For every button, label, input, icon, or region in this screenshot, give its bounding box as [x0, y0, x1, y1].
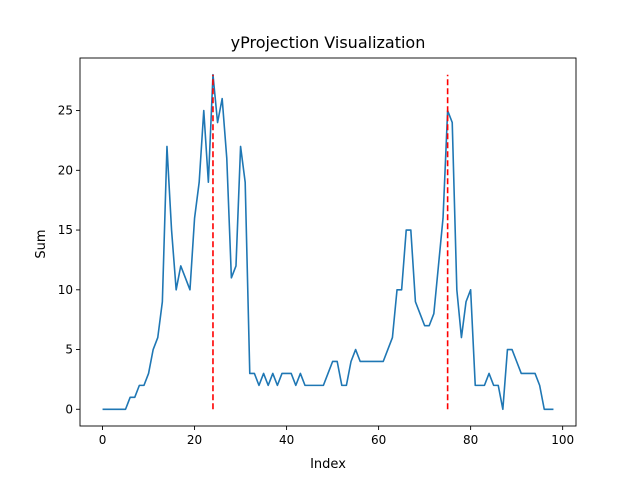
x-tick-label-1: 20 — [187, 433, 202, 447]
x-axis-label: Index — [310, 457, 346, 472]
plot-layer: 0 20 40 60 80 100 0 5 10 15 20 25 — [58, 57, 577, 447]
x-tick-label-3: 60 — [371, 433, 386, 447]
y-tick-label-3: 15 — [58, 223, 73, 237]
y-tick-label-2: 10 — [58, 283, 73, 297]
chart-title: yProjection Visualization — [231, 33, 426, 52]
y-tick-label-1: 5 — [65, 343, 73, 357]
x-tick-label-5: 100 — [551, 433, 574, 447]
series-line-0 — [102, 73, 554, 411]
x-tick-label-4: 80 — [463, 433, 478, 447]
x-tick-label-2: 40 — [279, 433, 294, 447]
y-tick-label-4: 20 — [58, 163, 73, 177]
x-tick-label-0: 0 — [99, 433, 107, 447]
y-tick-label-0: 0 — [65, 402, 73, 416]
y-tick-label-5: 25 — [58, 104, 73, 118]
y-axis-label: Sum — [34, 229, 49, 258]
plot-frame — [79, 57, 577, 427]
